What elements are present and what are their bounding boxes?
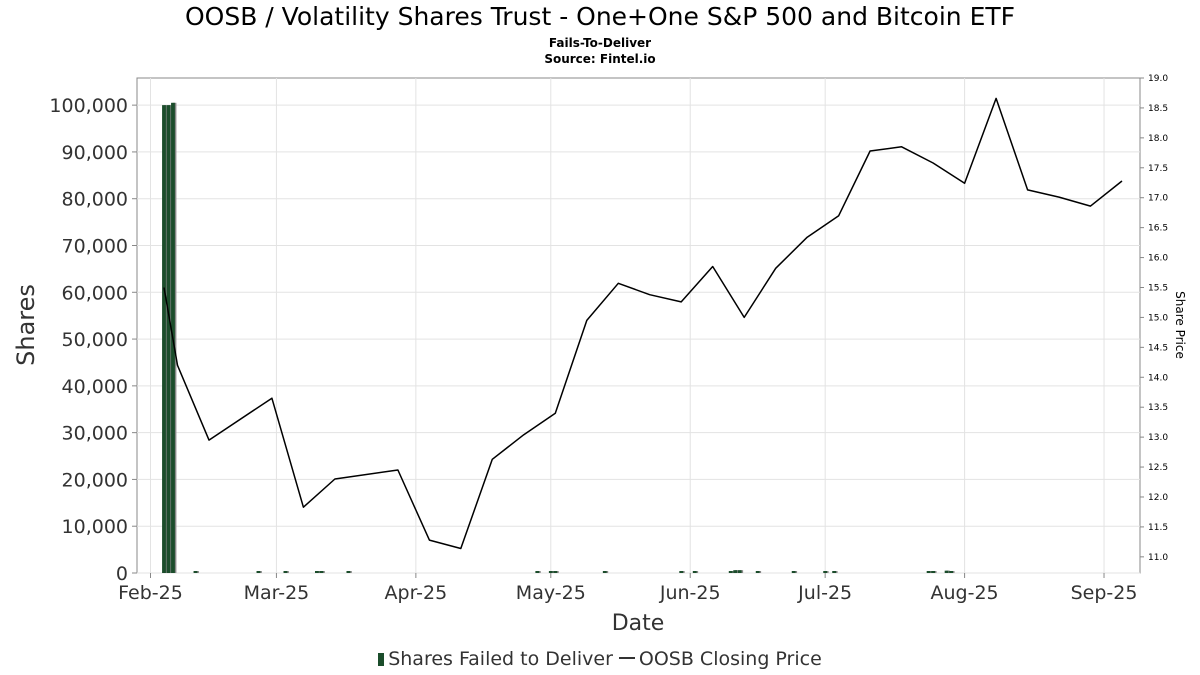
- x-tick-label: Aug-25: [931, 582, 999, 604]
- chart-plot: 0 10,000 20,000 30,000 40,000 50,000 60,000 70,…: [12, 74, 1187, 636]
- y-tick-label: 0: [116, 563, 128, 585]
- bar: [548, 571, 553, 573]
- chart-subtitle: Fails-To-Deliver: [548, 36, 652, 50]
- bar: [926, 571, 931, 573]
- y2-tick-label: 18.0: [1148, 134, 1168, 144]
- x-tick-label: Jun-25: [659, 582, 721, 604]
- x-tick-label: May-25: [516, 582, 586, 604]
- bar: [737, 570, 742, 573]
- legend-line-label: OOSB Closing Price: [638, 648, 822, 670]
- line-layer: [163, 97, 1123, 550]
- bar: [535, 571, 540, 573]
- axes-layer: 0 10,000 20,000 30,000 40,000 50,000 60,000 70,…: [49, 74, 1168, 604]
- x-tick-label: Apr-25: [385, 582, 448, 604]
- x-tick-label: Feb-25: [118, 582, 183, 604]
- bar: [679, 571, 684, 573]
- y-tick-label: 20,000: [62, 469, 128, 491]
- y-tick-label: 90,000: [62, 142, 128, 164]
- bar: [256, 571, 261, 573]
- bar: [823, 571, 828, 573]
- y2-tick-label: 18.5: [1148, 104, 1168, 114]
- bar: [949, 571, 954, 573]
- y2-tick-label: 13.0: [1148, 433, 1168, 443]
- bar: [728, 571, 733, 573]
- grid-layer: [137, 78, 1140, 574]
- bar: [319, 571, 324, 573]
- x-tick-label: Mar-25: [244, 582, 310, 604]
- legend-bar-swatch: [378, 653, 385, 666]
- y2-tick-label: 14.0: [1148, 373, 1168, 383]
- y2-tick-label: 15.5: [1148, 283, 1168, 293]
- y2-tick-label: 14.5: [1148, 343, 1168, 353]
- y-tick-label: 100,000: [49, 95, 128, 117]
- y-tick-label: 80,000: [62, 189, 128, 211]
- price-line: [163, 97, 1123, 550]
- y2-tick-label: 11.0: [1148, 553, 1168, 563]
- legend: Shares Failed to Deliver OOSB Closing Pri…: [0, 648, 1200, 670]
- y2-tick-label: 19.0: [1148, 74, 1168, 84]
- y-tick-label: 70,000: [62, 235, 128, 257]
- bar: [733, 570, 738, 573]
- y2-tick-label: 17.5: [1148, 164, 1168, 174]
- bar: [346, 571, 351, 573]
- y2-tick-label: 12.5: [1148, 463, 1168, 473]
- y-tick-label: 60,000: [62, 282, 128, 304]
- chart-title: OOSB / Volatility Shares Trust - One+One…: [184, 2, 1016, 31]
- y-tick-label: 40,000: [62, 376, 128, 398]
- bar: [791, 571, 796, 573]
- bar: [553, 571, 558, 573]
- y2-tick-label: 12.0: [1148, 493, 1168, 503]
- y2-tick-label: 16.0: [1148, 254, 1168, 264]
- bar: [166, 105, 171, 573]
- y-tick-label: 30,000: [62, 423, 128, 445]
- bar: [832, 571, 837, 573]
- bar: [283, 571, 288, 573]
- y2-tick-label: 17.0: [1148, 194, 1168, 204]
- y-tick-label: 10,000: [62, 516, 128, 538]
- legend-line-swatch: [618, 657, 635, 659]
- bar: [692, 571, 697, 573]
- bar: [193, 571, 198, 573]
- bar: [162, 105, 166, 573]
- y2-tick-label: 11.5: [1148, 523, 1168, 533]
- x-tick-label: Sep-25: [1071, 582, 1138, 604]
- bar: [314, 571, 319, 573]
- bar: [602, 571, 607, 573]
- y2-axis-label: Share Price: [1173, 291, 1187, 359]
- bar: [755, 571, 760, 573]
- x-tick-label: Jul-25: [797, 582, 852, 604]
- y2-tick-label: 16.5: [1148, 224, 1168, 234]
- bar: [944, 570, 949, 573]
- y2-tick-label: 15.0: [1148, 313, 1168, 323]
- bar: [931, 571, 936, 573]
- legend-bar-label: Shares Failed to Deliver: [388, 648, 613, 670]
- y-tick-label: 50,000: [62, 329, 128, 351]
- y2-tick-label: 13.5: [1148, 403, 1168, 413]
- chart-source: Source: Fintel.io: [544, 52, 656, 66]
- y-axis-label: Shares: [12, 284, 40, 366]
- x-axis-label: Date: [612, 611, 665, 636]
